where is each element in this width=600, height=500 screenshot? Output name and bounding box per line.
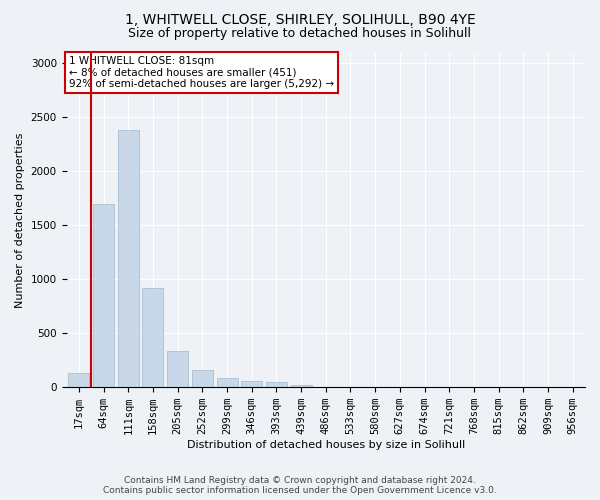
Y-axis label: Number of detached properties: Number of detached properties <box>15 132 25 308</box>
X-axis label: Distribution of detached houses by size in Solihull: Distribution of detached houses by size … <box>187 440 465 450</box>
Bar <box>315 386 336 387</box>
Bar <box>93 204 114 387</box>
Bar <box>192 370 213 387</box>
Bar <box>68 373 89 387</box>
Bar <box>118 130 139 387</box>
Bar <box>142 288 163 387</box>
Bar <box>290 385 311 387</box>
Text: 1, WHITWELL CLOSE, SHIRLEY, SOLIHULL, B90 4YE: 1, WHITWELL CLOSE, SHIRLEY, SOLIHULL, B9… <box>125 12 475 26</box>
Text: Size of property relative to detached houses in Solihull: Size of property relative to detached ho… <box>128 28 472 40</box>
Text: 1 WHITWELL CLOSE: 81sqm
← 8% of detached houses are smaller (451)
92% of semi-de: 1 WHITWELL CLOSE: 81sqm ← 8% of detached… <box>69 56 334 89</box>
Bar <box>241 380 262 387</box>
Bar <box>266 382 287 387</box>
Bar <box>217 378 238 387</box>
Bar <box>167 350 188 387</box>
Text: Contains HM Land Registry data © Crown copyright and database right 2024.
Contai: Contains HM Land Registry data © Crown c… <box>103 476 497 495</box>
